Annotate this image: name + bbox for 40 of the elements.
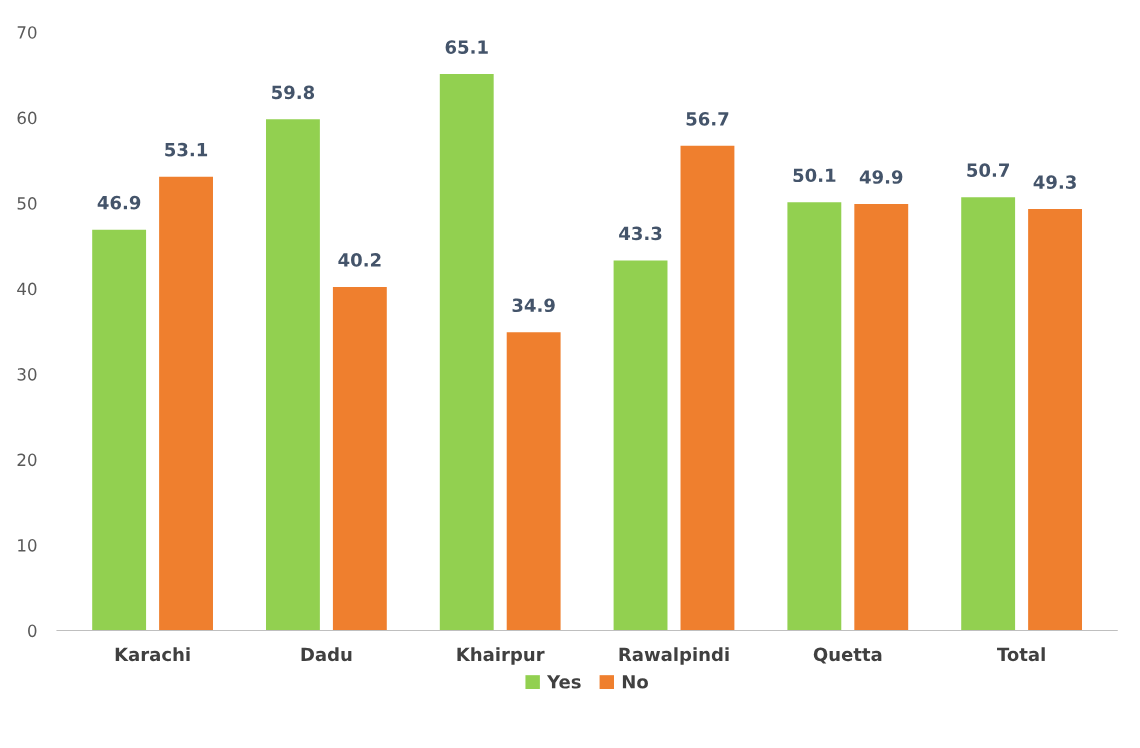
y-tick-label: 30 bbox=[17, 368, 37, 381]
x-tick-label: Rawalpindi bbox=[619, 647, 729, 665]
y-tick-label: 40 bbox=[17, 282, 37, 296]
data-label: 34.9 bbox=[512, 298, 555, 313]
bar bbox=[961, 197, 1016, 631]
x-tick-label: Khairpur bbox=[457, 647, 545, 665]
bar bbox=[613, 260, 668, 631]
bar bbox=[266, 119, 320, 631]
data-label: 40.2 bbox=[338, 253, 381, 267]
bar bbox=[439, 74, 494, 631]
bar bbox=[787, 202, 842, 631]
bar bbox=[506, 332, 561, 631]
data-label: 43.3 bbox=[619, 226, 662, 241]
y-tick-label: 70 bbox=[17, 26, 37, 39]
data-label: 49.9 bbox=[859, 170, 903, 184]
y-tick-label: 0 bbox=[28, 624, 37, 638]
data-label: 49.3 bbox=[1033, 175, 1076, 189]
data-label: 50.1 bbox=[793, 168, 836, 183]
legend-label: Yes bbox=[546, 675, 581, 689]
data-label: 46.9 bbox=[97, 195, 141, 210]
bar bbox=[680, 145, 735, 631]
bar bbox=[159, 176, 213, 631]
data-label: 65.1 bbox=[445, 40, 488, 54]
x-tick-label: Karachi bbox=[115, 647, 190, 662]
bar bbox=[92, 229, 147, 631]
bar bbox=[332, 286, 387, 631]
bar bbox=[1028, 209, 1082, 631]
y-tick-label: 20 bbox=[17, 453, 37, 467]
data-label: 56.7 bbox=[686, 112, 729, 126]
y-tick-label: 50 bbox=[17, 197, 37, 210]
data-label: 59.8 bbox=[272, 85, 315, 100]
x-tick-label: Dadu bbox=[301, 647, 352, 662]
x-tick-label: Total bbox=[997, 647, 1045, 662]
legend-label: No bbox=[622, 675, 648, 689]
x-tick-label: Quetta bbox=[813, 647, 882, 664]
y-tick-label: 60 bbox=[17, 111, 37, 125]
y-tick-label: 10 bbox=[18, 539, 37, 552]
bar bbox=[854, 203, 909, 631]
data-label: 53.1 bbox=[165, 142, 208, 157]
data-label: 50.7 bbox=[967, 163, 1009, 177]
